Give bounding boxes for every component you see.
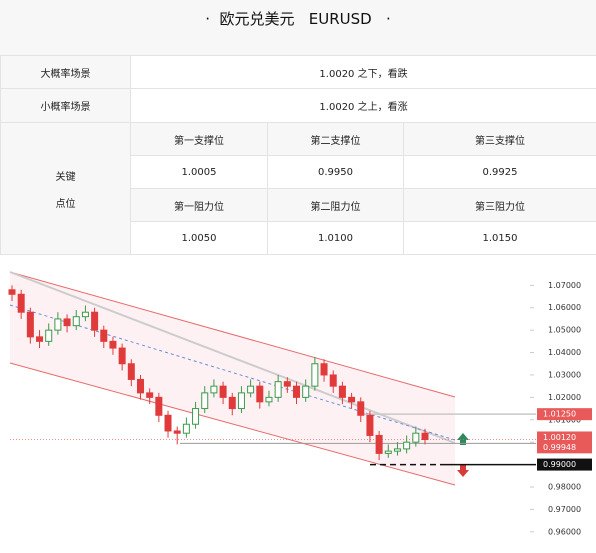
candle-body — [210, 385, 218, 394]
candle-body — [118, 347, 126, 365]
cell: 第二支撑位 — [267, 122, 404, 156]
candle-body — [146, 392, 154, 398]
cell: 小概率场景 — [0, 88, 131, 123]
up-arrow — [457, 433, 469, 445]
candle-body — [237, 392, 245, 410]
down-arrow — [457, 465, 469, 477]
channel-fill — [10, 272, 455, 485]
candle-body — [136, 378, 144, 394]
candle-body — [127, 363, 135, 380]
candle-body — [247, 385, 255, 394]
label: 关键 — [55, 171, 76, 183]
candle-body — [228, 396, 236, 410]
candle-body — [109, 340, 117, 349]
candle-body — [8, 289, 16, 295]
candle-body — [100, 329, 108, 342]
candle-body — [384, 450, 392, 454]
price-tag-label: 1.00120 — [543, 433, 576, 442]
candle-body — [311, 363, 319, 387]
candle-body — [348, 396, 356, 403]
y-tick-label: 1.05000 — [548, 326, 581, 335]
title: · 欧元兑美元 EURUSD · — [205, 10, 391, 28]
candle-body — [421, 432, 429, 440]
candle-body — [329, 374, 337, 387]
channel-line — [9, 271, 456, 398]
cell: 1.0020 之上，看涨 — [129, 88, 596, 123]
candle-body — [265, 396, 273, 403]
price-tag — [537, 408, 592, 421]
candle-body — [283, 381, 291, 387]
cell: 0.9925 — [402, 155, 596, 189]
candle-body — [393, 448, 401, 452]
cell: 大概率场景 — [0, 55, 131, 89]
chart: 1.07000 1.06000 1.05000 1.04000 1.03000 1.020… — [8, 271, 592, 536]
cell: 0.9950 — [267, 155, 404, 189]
cell: 第一阻力位 — [130, 188, 268, 222]
candle-body — [201, 392, 209, 410]
candle-body — [302, 385, 310, 398]
candle-body — [412, 432, 420, 443]
candle-body — [256, 385, 264, 403]
header: · 欧元兑美元 EURUSD · — [0, 0, 596, 56]
y-tick-label: 1.06000 — [548, 303, 581, 312]
candle-body — [182, 423, 190, 434]
cell: 1.0100 — [267, 221, 404, 255]
candle-body — [81, 311, 89, 318]
candle-body — [293, 385, 301, 398]
candle-body — [403, 441, 411, 450]
candle-body — [357, 401, 365, 416]
cell: 第三支撑位 — [402, 122, 596, 156]
candle-body — [173, 430, 181, 434]
table: 大概率场景 1.0020 之下，看跌 小概率场景 1.0020 之上，看涨 关键点位… — [0, 55, 596, 255]
cell: 关键 点位 — [0, 122, 131, 255]
candle-body — [375, 434, 383, 454]
price-tag-label: 0.99948 — [543, 443, 576, 452]
candle-body — [54, 318, 62, 331]
cell: 1.0050 — [130, 221, 268, 255]
candle-body — [274, 381, 282, 398]
y-tick-label: 0.97000 — [548, 505, 581, 514]
cell: 第一支撑位 — [130, 122, 268, 156]
candle-body — [164, 414, 172, 432]
y-tick-label: 0.96000 — [548, 527, 581, 536]
candle-body — [192, 408, 200, 425]
price-tag — [537, 431, 592, 444]
price-tag-label: 0.99000 — [543, 460, 576, 469]
price-tag — [537, 441, 592, 454]
price-tag — [537, 458, 592, 471]
candle-body — [72, 316, 80, 327]
y-tick-label: 1.04000 — [548, 348, 581, 357]
candle-body — [366, 414, 374, 436]
y-tick-label: 0.98000 — [548, 482, 581, 491]
cell: 1.0150 — [402, 221, 596, 255]
candle-body — [63, 318, 71, 327]
cell: 第二阻力位 — [267, 188, 404, 222]
cell: 1.0005 — [130, 155, 268, 189]
label: 点位 — [55, 198, 76, 210]
candle-body — [320, 363, 328, 376]
candle-body — [17, 293, 25, 313]
candle-body — [338, 385, 346, 398]
price-tag-label: 1.01250 — [543, 410, 576, 419]
candle-body — [155, 396, 163, 416]
cell: 第三阻力位 — [402, 188, 596, 222]
y-tick-label: 1.03000 — [548, 370, 581, 379]
candle-body — [36, 336, 44, 342]
cell: 1.0020 之下，看跌 — [129, 55, 596, 89]
candle-body — [91, 311, 99, 331]
candle-body — [45, 329, 53, 342]
candle-body — [26, 311, 34, 338]
y-tick-label: 1.02000 — [548, 393, 581, 402]
candle-body — [219, 385, 227, 398]
y-tick-label: 1.07000 — [548, 281, 581, 290]
